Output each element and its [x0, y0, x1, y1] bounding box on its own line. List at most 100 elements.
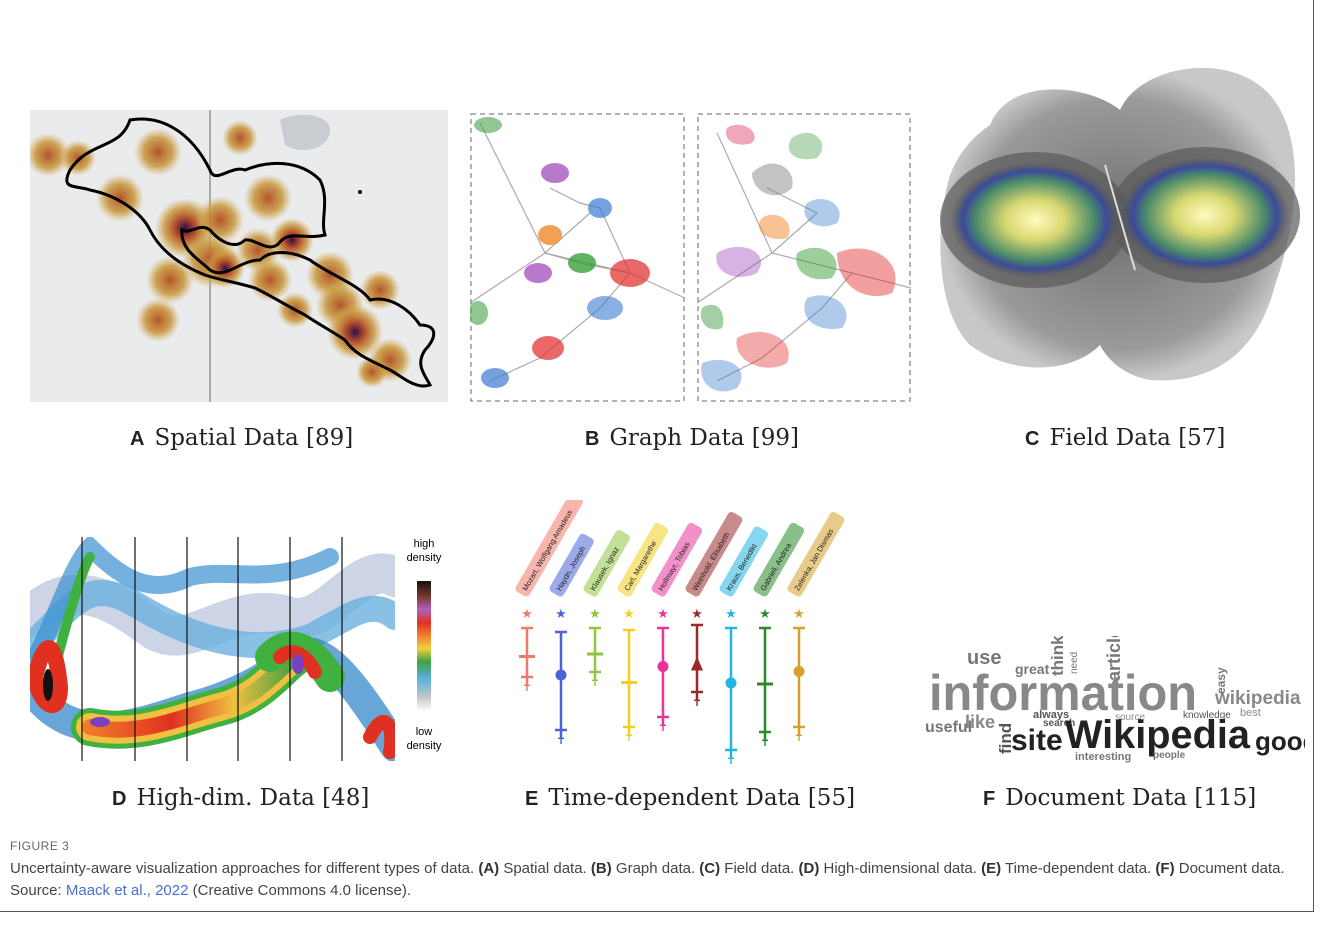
caption-part-e-tag: (E) [981, 860, 1002, 877]
word-good: good [1255, 726, 1305, 756]
word-easy: easy [1214, 667, 1228, 694]
death-cross-icon: ✝ [658, 720, 668, 734]
caption-c-title: Field Data [57] [1049, 425, 1226, 451]
panel-d-parallel-coordinates [30, 537, 395, 761]
caption-source-suffix: (Creative Commons 4.0 license). [192, 882, 412, 899]
death-cross-icon: ✝ [624, 730, 634, 744]
figure-label: FIGURE 3 [10, 839, 70, 853]
figure-frame [0, 0, 1314, 912]
caption-c-letter: C [1025, 428, 1040, 450]
caption-part-c-tag: (C) [699, 860, 721, 877]
caption-a-letter: A [130, 428, 145, 450]
word-like: like [965, 712, 995, 732]
caption-part-a-tag: (A) [478, 860, 500, 877]
graph-node-clusters [470, 117, 650, 388]
birth-star-icon: ★ [589, 606, 601, 621]
word-need: need [1069, 652, 1080, 674]
death-cross-icon: ✝ [522, 680, 532, 694]
svg-text:Hollmayr, Tobias: Hollmayr, Tobias [656, 540, 691, 592]
caption-intro: Uncertainty-aware visualization approach… [10, 860, 475, 877]
birth-star-icon: ★ [691, 606, 703, 621]
panel-b-graph-left [470, 113, 685, 402]
caption-e-letter: E [525, 788, 539, 810]
caption-e: E Time-dependent Data [55] [525, 785, 855, 811]
word-site: site [1011, 724, 1063, 757]
caption-a: A Spatial Data [89] [130, 425, 353, 451]
legend-high-label: high [414, 538, 435, 550]
panel-d-density-legend: high density low density [407, 538, 442, 752]
caption-b: B Graph Data [99] [585, 425, 799, 451]
death-cross-icon: ✝ [794, 730, 804, 744]
panel-b-graph-right [697, 113, 911, 402]
caption-part-c-text: Field data. [724, 860, 795, 877]
caption-part-a-text: Spatial data. [503, 860, 587, 877]
legend-high-density: density [407, 552, 442, 564]
word-use: use [967, 647, 1001, 669]
word-useful: useful [925, 719, 972, 736]
word-information: information [929, 665, 1197, 721]
timeline-person-1: Mozart, Wolfgang Amadeus★✝ [515, 500, 583, 694]
timeline-person-7: Kraus, Benedikt★✝ [719, 526, 768, 765]
word-find: find [996, 723, 1015, 754]
caption-b-letter: B [585, 428, 600, 450]
panel-c-field-volume [940, 67, 1300, 381]
birth-star-icon: ★ [521, 606, 533, 621]
caption-f-letter: F [983, 788, 996, 810]
caption-part-b-text: Graph data. [615, 860, 696, 877]
graph-region-clusters [700, 124, 896, 392]
svg-text:Carl, Margarethe: Carl, Margarethe [622, 539, 658, 592]
figure-caption: Uncertainty-aware visualization approach… [10, 858, 1305, 902]
legend-low-density: density [407, 740, 442, 752]
word-interesting: interesting [1075, 751, 1131, 763]
birth-star-icon: ★ [759, 606, 771, 621]
caption-f-title: Document Data [115] [1005, 785, 1257, 811]
caption-e-title: Time-dependent Data [55] [548, 785, 856, 811]
source-link[interactable]: Maack et al., 2022 [65, 882, 189, 899]
word-always: always [1033, 709, 1069, 721]
word-wikipedia: Wikipedia [1065, 713, 1251, 757]
caption-part-e-text: Time-dependent data. [1005, 860, 1152, 877]
panel-e-timeline: Mozart, Wolfgang Amadeus★✝Haydn, Joseph★… [515, 500, 845, 765]
caption-part-f-tag: (F) [1155, 860, 1175, 877]
caption-part-b-tag: (B) [590, 860, 612, 877]
word-best: best [1240, 707, 1261, 719]
birth-star-icon: ★ [657, 606, 669, 621]
word-wikipedia-small: wikipedia [1214, 688, 1301, 709]
caption-d: D High-dim. Data [48] [112, 785, 369, 811]
birth-star-icon: ★ [725, 606, 737, 621]
death-cross-icon: ✝ [556, 733, 566, 747]
legend-low-label: low [416, 726, 433, 738]
word-source: source [1115, 712, 1145, 723]
caption-f: F Document Data [115] [983, 785, 1256, 811]
word-knowledge: knowledge [1183, 710, 1231, 721]
panel-a-spatial-map [30, 110, 448, 402]
panel-f-word-cloud: use great think need articles informatio… [925, 636, 1305, 763]
svg-text:Gabrieli, Andrea: Gabrieli, Andrea [758, 541, 793, 593]
word-think: think [1048, 636, 1067, 676]
timeline-person-4: Carl, Margarethe ★ ✝ [617, 522, 669, 744]
birth-star-icon: ★ [793, 606, 805, 621]
word-great: great [1015, 661, 1050, 677]
death-cross-icon: ✝ [692, 695, 702, 709]
word-articles: articles [1104, 636, 1124, 681]
axes [81, 537, 343, 761]
density-bands [30, 537, 395, 761]
caption-c: C Field Data [57] [1025, 425, 1225, 451]
timeline-person-2: Haydn, Joseph★✝ [549, 533, 594, 747]
caption-source-prefix: Source: [10, 882, 62, 899]
caption-part-d-text: High-dimensional data. [823, 860, 977, 877]
death-cross-icon: ✝ [726, 753, 736, 765]
caption-a-title: Spatial Data [89] [154, 425, 354, 451]
death-cross-icon: ✝ [760, 735, 770, 749]
region-outline [65, 117, 436, 388]
death-cross-icon: ✝ [590, 675, 600, 689]
birth-star-icon: ★ [555, 606, 567, 621]
caption-part-f-text: Document data. [1178, 860, 1285, 877]
caption-b-title: Graph Data [99] [609, 425, 800, 451]
caption-d-letter: D [112, 788, 127, 810]
word-search: search [1043, 718, 1075, 729]
caption-d-title: High-dim. Data [48] [136, 785, 370, 811]
timeline-person-8: Gabrieli, Andrea★✝ [753, 522, 805, 749]
caption-part-d-tag: (D) [798, 860, 820, 877]
birth-star-icon: ★ [623, 606, 635, 621]
